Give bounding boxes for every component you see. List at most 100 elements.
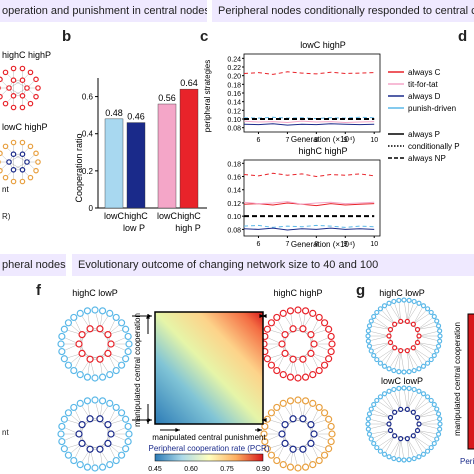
central-node (387, 414, 394, 421)
x-tick-label: 9 (343, 137, 347, 144)
peripheral-node (267, 409, 276, 417)
peripheral-node (437, 328, 443, 334)
network-edge (380, 308, 395, 325)
peripheral-node (33, 167, 39, 174)
panel-g-label-bottom: lowC lowP (381, 376, 423, 386)
network-edge (417, 342, 435, 356)
peripheral-node (124, 332, 132, 341)
peripheral-node (58, 347, 66, 356)
panel-f-colorbar-title: Peripheral cooperation rate (PCR) (149, 444, 270, 453)
panel-b-category-label: highC (124, 211, 148, 221)
central-node (10, 77, 17, 84)
panel-f-network-top-right (260, 306, 336, 382)
peripheral-node (374, 309, 380, 316)
peripheral-node (366, 323, 373, 329)
panel-c-xlabel-top: Generation (×10⁴) (291, 135, 355, 144)
panel-c-legend: always C tit-for-tat always D punish-driven… (388, 68, 460, 163)
central-node (310, 340, 318, 348)
peripheral-node (371, 401, 377, 408)
peripheral-node (125, 430, 133, 438)
central-node (86, 325, 94, 333)
central-node (404, 348, 410, 354)
panel-b-ylabel: Cooperation ratio (74, 133, 84, 202)
central-node (96, 415, 104, 423)
peripheral-node (309, 309, 317, 317)
peripheral-node (381, 451, 388, 457)
panel-g-network-bottom (365, 385, 443, 463)
central-node (307, 439, 315, 448)
peripheral-node (98, 307, 107, 315)
peripheral-node (91, 374, 99, 382)
central-node (10, 166, 17, 173)
network-edge (380, 347, 395, 364)
legend-label: tit-for-tat (408, 80, 439, 89)
peripheral-node (320, 319, 329, 327)
peripheral-node (381, 391, 388, 397)
network-edge (371, 408, 391, 418)
peripheral-node (428, 397, 434, 404)
central-node (299, 355, 307, 363)
peripheral-node (267, 319, 276, 327)
network-edge (403, 387, 408, 410)
network-edge (388, 303, 401, 322)
peripheral-node (368, 436, 374, 442)
peripheral-node (91, 306, 99, 314)
network-edge (413, 347, 428, 364)
central-node (278, 430, 286, 438)
central-node (410, 433, 416, 439)
network-edge (417, 413, 439, 418)
peripheral-node (301, 307, 310, 315)
series-line (243, 172, 375, 178)
peripheral-node (325, 415, 333, 423)
y-tick-label: 0.10 (227, 214, 241, 221)
peripheral-node (420, 363, 427, 369)
network-edge (418, 423, 440, 430)
network-edge (400, 438, 405, 461)
peripheral-node (424, 394, 431, 400)
peripheral-node (10, 139, 17, 146)
network-edge (417, 404, 435, 418)
network-edge (371, 320, 391, 330)
peripheral-node (437, 426, 443, 432)
peripheral-node (377, 360, 384, 366)
panel-b-bar-chart: Cooperation ratio 00.20.40.6 0.48lowC0.4… (74, 78, 207, 233)
peripheral-node (83, 397, 92, 405)
central-node (75, 340, 83, 348)
peripheral-node (76, 399, 84, 407)
central-node (289, 325, 297, 333)
peripheral-node (76, 371, 84, 379)
central-node (307, 330, 315, 339)
peripheral-node (261, 437, 269, 446)
peripheral-node (70, 456, 78, 465)
network-edge (407, 389, 415, 410)
panel-f-colorbar (154, 453, 264, 462)
peripheral-node (401, 297, 407, 303)
peripheral-node (294, 374, 302, 382)
network-edge (413, 347, 432, 360)
peripheral-node (0, 150, 3, 157)
panel-b-y-tick-label: 0.6 (82, 93, 94, 102)
series-line (243, 224, 375, 228)
peripheral-node (435, 431, 442, 437)
panel-a-cut-text-1: nt (2, 185, 9, 194)
peripheral-node (320, 451, 329, 459)
peripheral-node (64, 361, 73, 369)
network-edge (417, 325, 439, 330)
peripheral-node (122, 445, 130, 453)
peripheral-node (401, 385, 407, 391)
network-edge (407, 438, 415, 459)
peripheral-node (377, 306, 384, 312)
panel-g-network-top (365, 297, 443, 375)
central-node (398, 406, 404, 412)
peripheral-node (411, 298, 417, 305)
peripheral-node (374, 444, 380, 451)
network-edge (398, 438, 401, 460)
panel-a-network-high (0, 65, 41, 111)
peripheral-node (27, 69, 34, 76)
arrow-head (259, 314, 264, 318)
peripheral-node (83, 373, 92, 381)
central-node (387, 326, 394, 333)
panel-f-cbar-tick-3: 0.75 (220, 466, 234, 473)
network-edge (393, 389, 401, 410)
panel-b-group-label-low: low P (123, 223, 145, 233)
